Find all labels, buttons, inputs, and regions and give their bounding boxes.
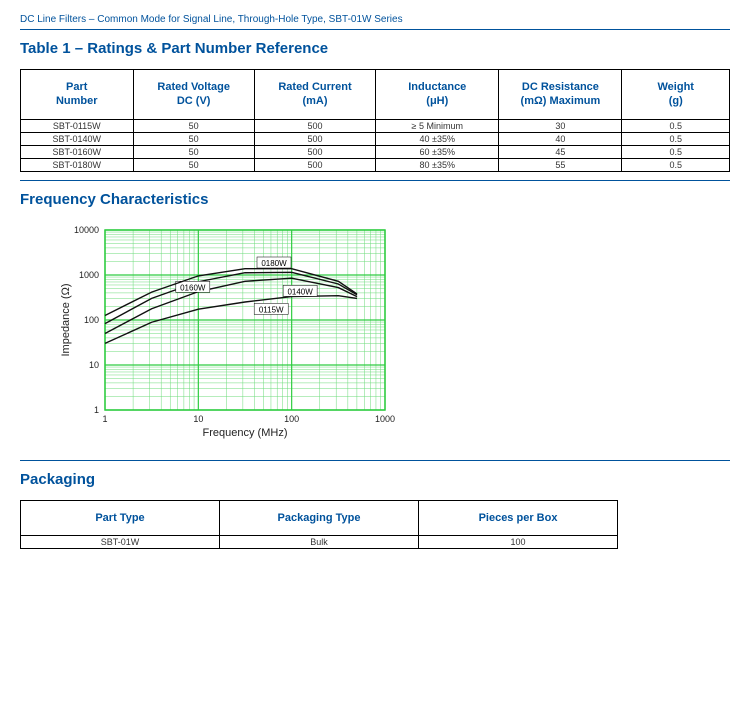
ratings-table: PartNumberRated VoltageDC (V)Rated Curre… xyxy=(20,69,730,172)
packaging-table: Part TypePackaging TypePieces per BoxSBT… xyxy=(20,500,618,549)
table-cell: 100 xyxy=(419,535,618,548)
freq-char-title: Frequency Characteristics xyxy=(20,191,730,208)
section-rule-2 xyxy=(20,460,730,461)
table-cell: 80 ±35% xyxy=(376,158,499,171)
table-cell: SBT-0140W xyxy=(21,132,134,145)
table-cell: 45 xyxy=(499,145,622,158)
table-cell: 50 xyxy=(133,132,254,145)
table-cell: 500 xyxy=(254,132,375,145)
table-cell: 50 xyxy=(133,158,254,171)
svg-text:10000: 10000 xyxy=(74,225,99,235)
column-header: Packaging Type xyxy=(220,500,419,535)
svg-text:10: 10 xyxy=(193,414,203,424)
svg-text:100: 100 xyxy=(284,414,299,424)
table-row: SBT-0115W50500≥ 5 Minimum300.5 xyxy=(21,119,730,132)
table-cell: SBT-0180W xyxy=(21,158,134,171)
table-cell: 0.5 xyxy=(622,145,730,158)
svg-text:0140W: 0140W xyxy=(287,287,313,296)
column-header: DC Resistance(mΩ) Maximum xyxy=(499,70,622,120)
table-cell: 40 ±35% xyxy=(376,132,499,145)
table-cell: 55 xyxy=(499,158,622,171)
table-cell: 500 xyxy=(254,145,375,158)
svg-text:0180W: 0180W xyxy=(261,259,287,268)
table-row: SBT-0140W5050040 ±35%400.5 xyxy=(21,132,730,145)
svg-text:Frequency (MHz): Frequency (MHz) xyxy=(203,427,288,439)
table-row: SBT-0180W5050080 ±35%550.5 xyxy=(21,158,730,171)
svg-text:1: 1 xyxy=(102,414,107,424)
column-header: Weight(g) xyxy=(622,70,730,120)
breadcrumb: DC Line Filters – Common Mode for Signal… xyxy=(20,14,730,25)
table-cell: 500 xyxy=(254,119,375,132)
section-rule-1 xyxy=(20,180,730,181)
table-cell: 500 xyxy=(254,158,375,171)
table-cell: 0.5 xyxy=(622,132,730,145)
table-cell: 40 xyxy=(499,132,622,145)
table-cell: 30 xyxy=(499,119,622,132)
packaging-title: Packaging xyxy=(20,471,730,488)
svg-text:0160W: 0160W xyxy=(180,283,206,292)
svg-text:10: 10 xyxy=(89,360,99,370)
column-header: PartNumber xyxy=(21,70,134,120)
frequency-chart: 1 10 100 1000 1 10 100 1000 10000 0115W0140W 0160W… xyxy=(50,220,730,450)
table-cell: Bulk xyxy=(220,535,419,548)
svg-text:1: 1 xyxy=(94,405,99,415)
table-cell: 50 xyxy=(133,119,254,132)
svg-text:1000: 1000 xyxy=(79,270,99,280)
column-header: Rated VoltageDC (V) xyxy=(133,70,254,120)
table-cell: 0.5 xyxy=(622,119,730,132)
table-cell: SBT-0115W xyxy=(21,119,134,132)
header-rule xyxy=(20,29,730,30)
table-cell: 60 ±35% xyxy=(376,145,499,158)
svg-text:100: 100 xyxy=(84,315,99,325)
column-header: Inductance(μH) xyxy=(376,70,499,120)
column-header: Pieces per Box xyxy=(419,500,618,535)
table-row: SBT-0160W5050060 ±35%450.5 xyxy=(21,145,730,158)
svg-text:1000: 1000 xyxy=(375,414,395,424)
svg-text:Impedance (Ω): Impedance (Ω) xyxy=(60,283,72,356)
table-cell: 0.5 xyxy=(622,158,730,171)
table-cell: 50 xyxy=(133,145,254,158)
table-cell: SBT-01W xyxy=(21,535,220,548)
table-cell: ≥ 5 Minimum xyxy=(376,119,499,132)
table-cell: SBT-0160W xyxy=(21,145,134,158)
column-header: Part Type xyxy=(21,500,220,535)
column-header: Rated Current(mA) xyxy=(254,70,375,120)
svg-text:0115W: 0115W xyxy=(259,305,284,314)
table1-title: Table 1 – Ratings & Part Number Referenc… xyxy=(20,40,730,57)
table-row: SBT-01WBulk100 xyxy=(21,535,618,548)
